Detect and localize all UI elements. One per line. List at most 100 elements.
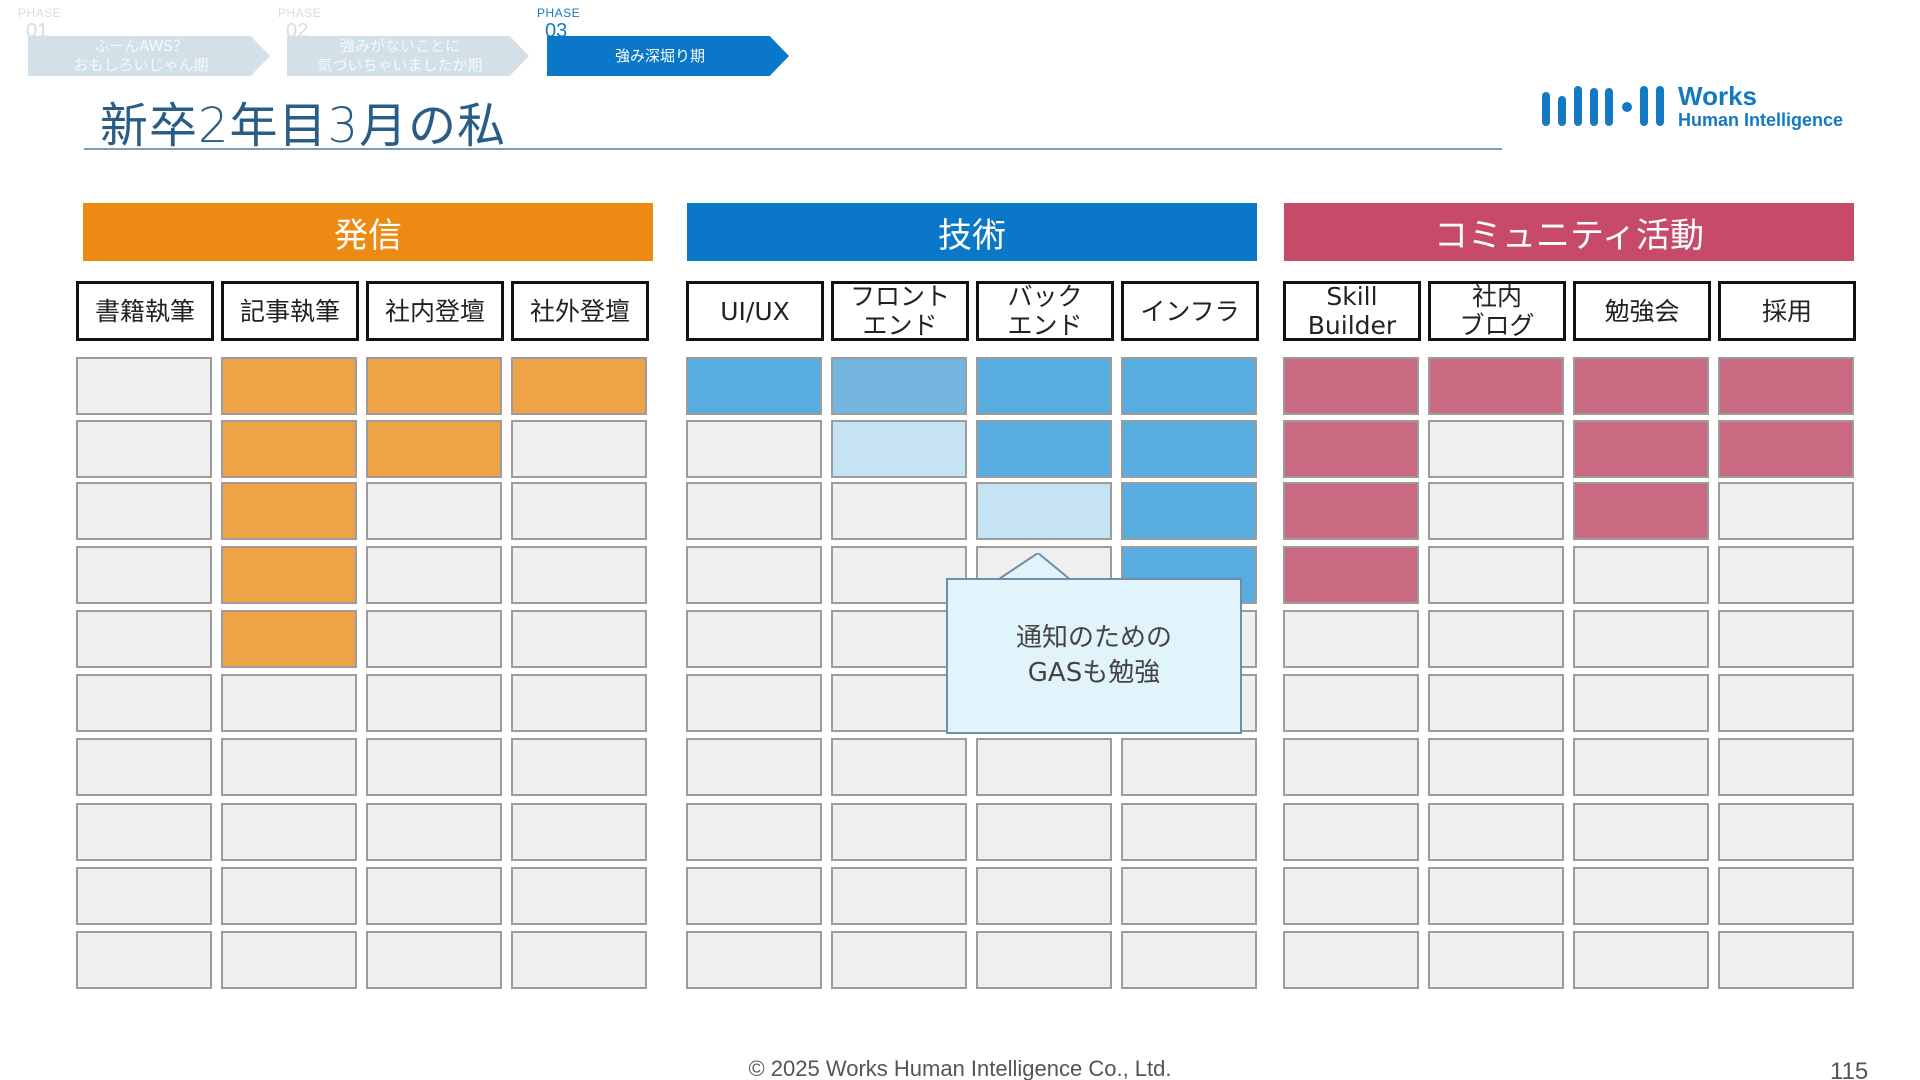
grid-cell [1718,867,1854,925]
phase-02-text: 強みがないことに 気づいちゃいましたか期 [317,37,483,74]
phase-03-label: PHASE [537,6,581,20]
grid-cell [366,357,502,415]
grid-cell [976,803,1112,861]
grid-cell [831,867,967,925]
grid-cell [1573,674,1709,732]
grid-cell [511,674,647,732]
phase-01-label: PHASE [18,6,62,20]
grid-cell [686,357,822,415]
grid-cell [976,738,1112,796]
callout-note: 通知のための GASも勉強 [946,578,1242,734]
grid-cell [831,610,967,668]
grid-cell [1718,931,1854,989]
grid-cell [831,482,967,540]
grid-cell [976,867,1112,925]
grid-cell [831,931,967,989]
grid-cell [1121,738,1257,796]
grid-cell [1283,546,1419,604]
grid-cell [76,931,212,989]
grid-cell [366,610,502,668]
grid-cell [1121,931,1257,989]
grid-cell [976,482,1112,540]
grid-cell [1718,738,1854,796]
category-gijutsu-label: 技術 [938,215,1006,256]
subheader-1: 書籍執筆 [76,281,214,341]
grid-cell [511,610,647,668]
grid-cell [1283,610,1419,668]
subheader-label: バック エンド [1007,282,1083,340]
grid-cell [686,482,822,540]
grid-cell [1573,931,1709,989]
grid-cell [1428,610,1564,668]
grid-cell [1428,738,1564,796]
subheader-label: 社外登壇 [529,296,630,326]
phase-01: PHASE 01 ふーんAWS？ おもしろいじゃん期 [18,0,278,80]
grid-cell [831,674,967,732]
phase-01-chevron: ふーんAWS？ おもしろいじゃん期 [28,36,270,76]
grid-cell [221,610,357,668]
grid-cell [1121,803,1257,861]
grid-cell [686,420,822,478]
subheader-2: 記事執筆 [221,281,359,341]
logo-text: Works Human Intelligence [1678,82,1843,130]
grid-cell [1573,803,1709,861]
grid-cell [1283,803,1419,861]
grid-cell [1428,546,1564,604]
callout-tail [996,553,1072,581]
subheader-3: 社内登壇 [366,281,504,341]
category-gijutsu: 技術 [687,203,1257,261]
category-community-label: コミュニティ活動 [1434,215,1704,256]
callout-text: 通知のための GASも勉強 [1015,623,1172,688]
grid-cell [76,674,212,732]
subheader-label: 社内 ブログ [1459,282,1535,340]
subheader-7: バック エンド [976,281,1114,341]
grid-cell [221,420,357,478]
grid-cell [1283,674,1419,732]
grid-cell [976,931,1112,989]
grid-cell [1718,803,1854,861]
grid-cell [221,674,357,732]
grid-cell [686,738,822,796]
grid-cell [1428,674,1564,732]
page-number: 115 [1830,1058,1869,1080]
subheader-label: フロント エンド [849,282,950,340]
grid-cell [366,482,502,540]
subheader-label: Skill Builder [1307,282,1397,340]
grid-cell [1573,420,1709,478]
subheader-10: 社内 ブログ [1428,281,1566,341]
grid-cell [1283,357,1419,415]
grid-cell [76,610,212,668]
grid-cell [1718,482,1854,540]
grid-cell [1283,420,1419,478]
grid-cell [1718,357,1854,415]
subheader-11: 勉強会 [1573,281,1711,341]
grid-cell [686,610,822,668]
grid-cell [1718,546,1854,604]
logo-word-hi: Human Intelligence [1678,110,1844,130]
grid-cell [686,803,822,861]
grid-cell [1283,482,1419,540]
grid-cell [366,803,502,861]
grid-cell [76,482,212,540]
grid-cell [366,931,502,989]
grid-cell [1428,357,1564,415]
grid-cell [831,738,967,796]
grid-cell [221,867,357,925]
grid-cell [366,546,502,604]
grid-cell [221,803,357,861]
grid-cell [366,867,502,925]
grid-cell [1718,420,1854,478]
grid-cell [76,420,212,478]
subheader-label: 書籍執筆 [94,296,195,326]
grid-cell [221,482,357,540]
grid-cell [831,803,967,861]
phase-02-chevron: 強みがないことに 気づいちゃいましたか期 [287,36,529,76]
grid-cell [1428,867,1564,925]
category-community: コミュニティ活動 [1284,203,1854,261]
grid-cell [1428,931,1564,989]
grid-cell [221,546,357,604]
category-hasshin: 発信 [83,203,653,261]
subheader-label: インフラ [1140,296,1240,326]
grid-cell [1718,674,1854,732]
phase-01-text: ふーんAWS？ おもしろいじゃん期 [73,37,209,74]
